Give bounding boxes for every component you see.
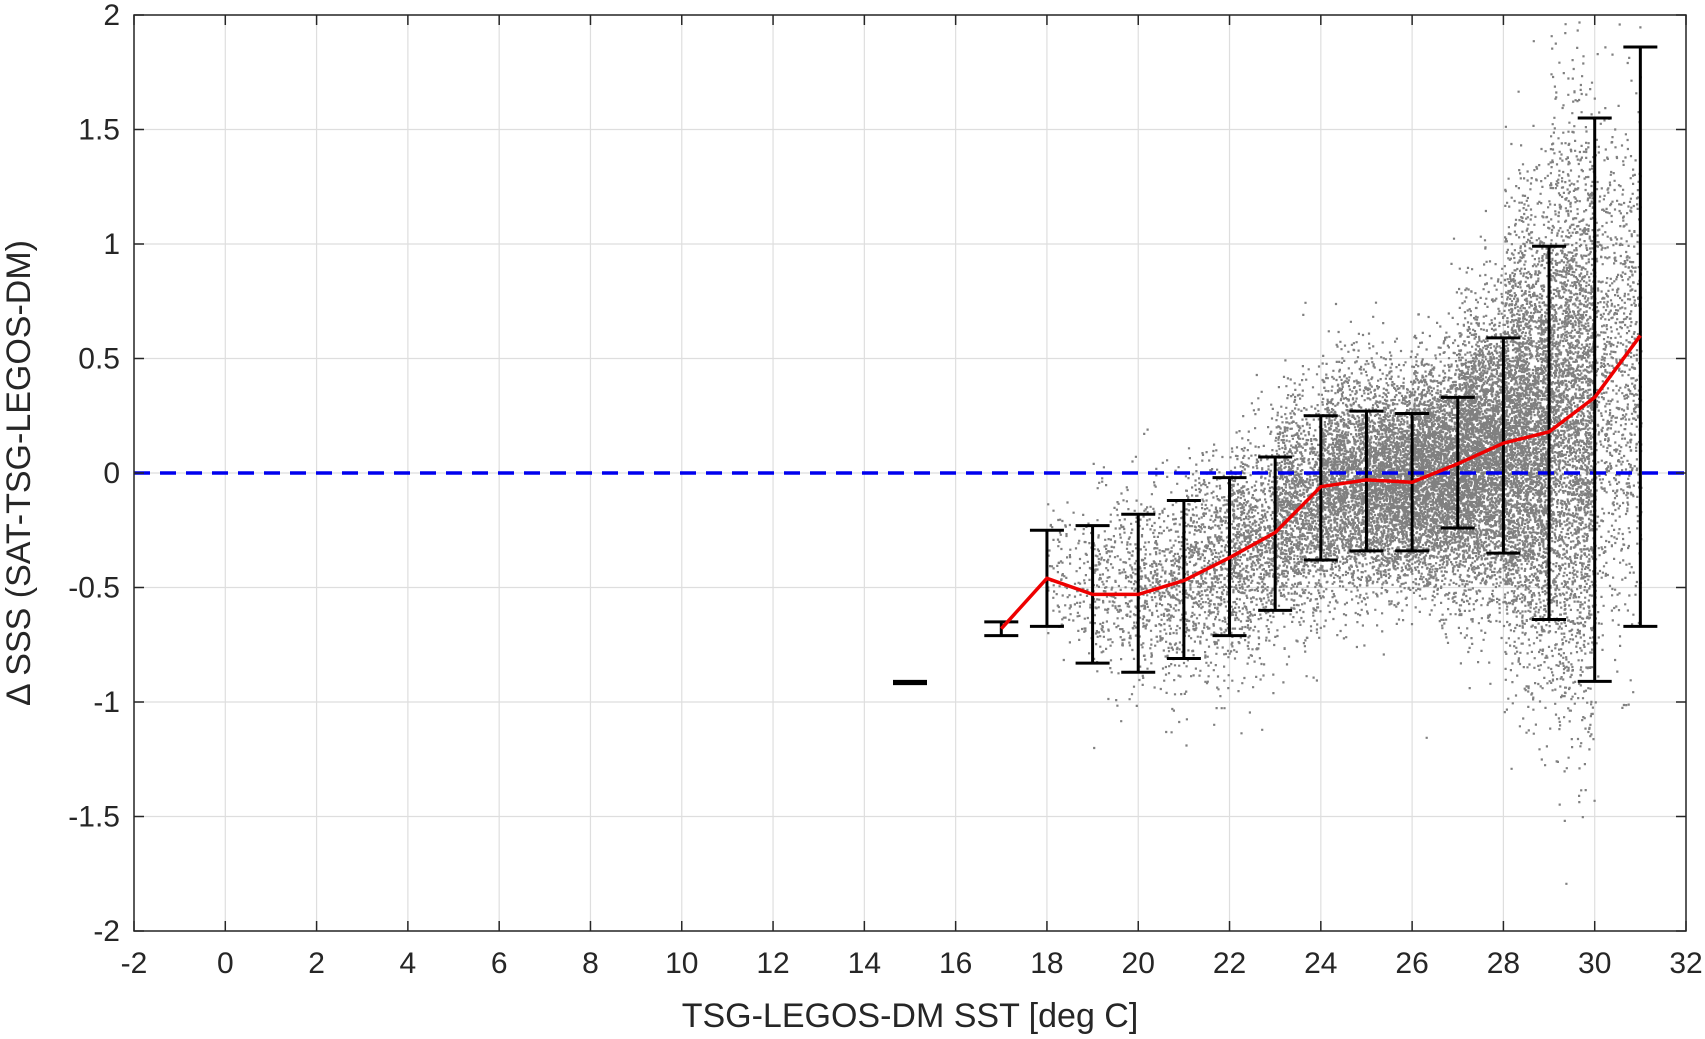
x-tick-label: 20 <box>1122 947 1155 980</box>
x-tick-label: 18 <box>1030 947 1063 980</box>
scatter-points <box>1047 21 1643 885</box>
mean-line <box>1000 334 1642 630</box>
y-tick-label: 0.5 <box>78 343 120 376</box>
x-tick-label: 6 <box>491 947 508 980</box>
x-tick-label: 12 <box>756 947 789 980</box>
x-tick-label: 10 <box>665 947 698 980</box>
error-bar <box>1577 116 1612 683</box>
x-tick-label: 14 <box>848 947 881 980</box>
x-tick-label: 22 <box>1213 947 1246 980</box>
x-tick-label: 0 <box>217 947 234 980</box>
x-axis: -2 0 2 4 6 8 10 12 14 16 18 20 22 24 26 28 30 32 <box>121 15 1703 980</box>
y-tick-label: -2 <box>93 915 120 948</box>
error-bar <box>984 620 1019 638</box>
x-tick-label: 24 <box>1304 947 1337 980</box>
y-tick-label: 1 <box>103 228 120 261</box>
x-tick-label: -2 <box>121 947 148 980</box>
y-tick-label: 0 <box>103 457 120 490</box>
x-tick-label: 4 <box>400 947 417 980</box>
x-tick-label: 2 <box>308 947 325 980</box>
y-tick-label: 1.5 <box>78 114 120 147</box>
y-tick-label: -1.5 <box>68 801 120 834</box>
y-axis: 2 1.5 1 0.5 0 -0.5 -1 -1.5 -2 <box>68 0 1686 948</box>
y-axis-title: Δ SSS (SAT-TSG-LEGOS-DM) <box>0 240 38 706</box>
x-tick-label: 8 <box>582 947 599 980</box>
y-tick-label: 2 <box>103 0 120 32</box>
x-tick-label: 26 <box>1395 947 1428 980</box>
x-axis-title: TSG-LEGOS-DM SST [deg C] <box>682 997 1139 1035</box>
scatter-point-cloud <box>1047 21 1643 885</box>
x-tick-label: 32 <box>1669 947 1702 980</box>
y-tick-label: -0.5 <box>68 572 120 605</box>
x-tick-label: 30 <box>1578 947 1611 980</box>
x-tick-label: 28 <box>1487 947 1520 980</box>
x-tick-label: 16 <box>939 947 972 980</box>
error-bar <box>1486 336 1521 555</box>
y-tick-label: -1 <box>93 686 120 719</box>
error-bar <box>893 679 927 686</box>
